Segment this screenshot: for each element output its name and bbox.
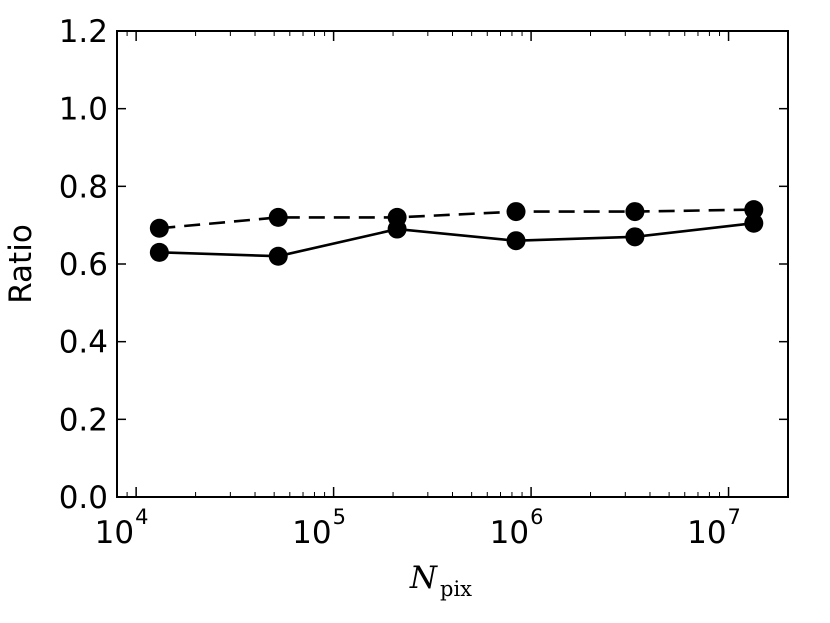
x-tick-exponent: 7 [728,505,741,529]
series-1-point [149,242,169,262]
series-2-point [506,202,526,222]
x-tick-label: 10 [292,515,331,551]
y-tick-label: 0.0 [59,480,108,516]
series-1-point [268,246,288,266]
x-tick-label: 10 [95,515,134,551]
x-tick-exponent: 6 [530,505,543,529]
series-2-point [387,207,407,227]
x-axis-title-subscript: pix [440,577,472,601]
plot-frame [116,30,789,498]
series-2-point [268,207,288,227]
x-tick-label: 10 [490,515,529,551]
y-tick-label: 0.4 [59,325,108,361]
y-tick-label: 0.2 [59,402,108,438]
y-tick-label: 1.0 [59,92,108,128]
y-tick-label: 0.6 [59,247,108,283]
x-tick-label: 10 [687,515,726,551]
series-1-point [506,231,526,251]
series-1-line [159,221,754,258]
y-tick-label: 1.2 [59,14,108,50]
ticks-layer [116,30,789,498]
y-axis-title: Ratio [3,224,39,304]
series-2-line [159,208,754,230]
series-2-point [625,202,645,222]
series-2-point [149,218,169,238]
series-1-point [625,227,645,247]
series-2-point [744,200,764,220]
x-tick-exponent: 4 [135,505,148,529]
x-axis-title: N [409,560,439,596]
series-layer [149,200,764,266]
series-1-point [744,213,764,233]
x-tick-exponent: 5 [333,505,346,529]
y-tick-label: 0.8 [59,169,108,205]
